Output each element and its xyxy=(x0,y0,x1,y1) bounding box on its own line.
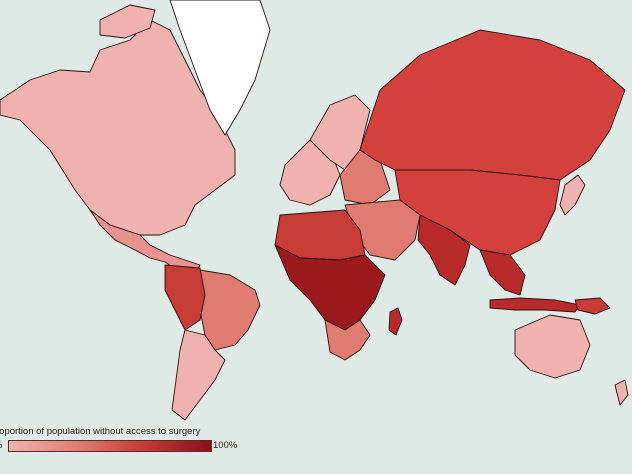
legend-color-bar xyxy=(8,440,212,452)
region-north-america xyxy=(0,19,236,236)
region-southern-africa xyxy=(324,319,371,361)
region-scandinavia xyxy=(309,94,371,171)
region-sub-saharan-africa xyxy=(274,244,386,331)
region-southeast-asia xyxy=(479,249,526,296)
region-south-asia xyxy=(417,214,471,286)
region-australia xyxy=(514,314,591,379)
region-andes-north xyxy=(164,264,206,331)
legend-title: roportion of population without access t… xyxy=(0,426,201,437)
region-south-america-south xyxy=(171,329,226,421)
region-japan xyxy=(559,174,586,216)
region-arctic-islands xyxy=(99,4,156,39)
region-indonesia xyxy=(489,297,581,313)
region-new-zealand xyxy=(614,379,629,406)
region-new-guinea xyxy=(574,297,611,315)
region-greenland xyxy=(169,0,271,136)
legend-max-label: 100% xyxy=(213,440,238,451)
region-madagascar xyxy=(388,307,403,336)
legend-min-label: % xyxy=(0,440,2,451)
